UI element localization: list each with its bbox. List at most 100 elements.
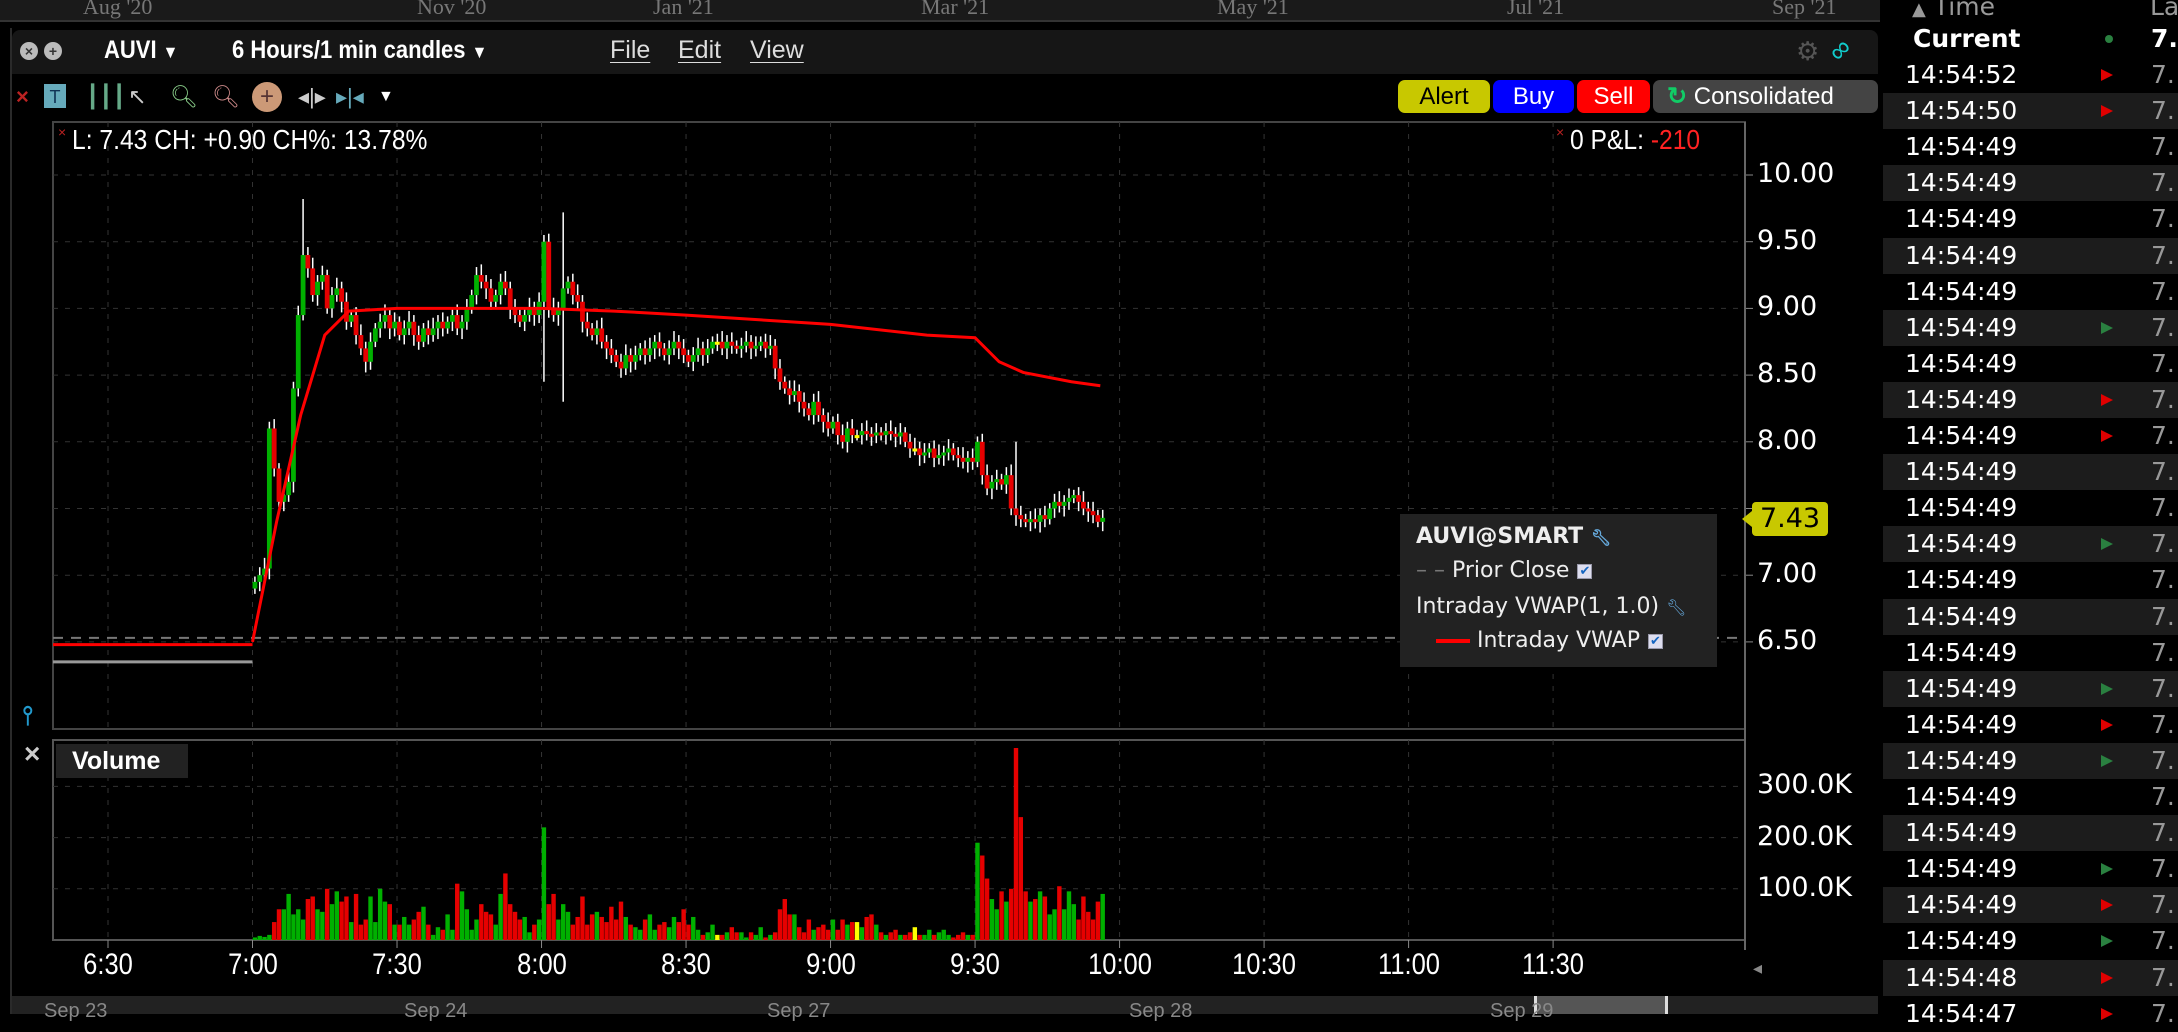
trade-last: 7. <box>2151 493 2175 523</box>
tick-up-icon <box>2101 754 2113 767</box>
tape-row: 14:54:49 7. <box>1883 165 2178 202</box>
volume-bar <box>305 899 311 940</box>
last-column-header[interactable]: La <box>2150 0 2178 21</box>
gear-icon[interactable]: ⚙ <box>1796 36 1820 66</box>
checkbox-icon[interactable]: ✔ <box>1577 563 1593 579</box>
candle-body <box>498 281 503 296</box>
candle-body <box>368 341 373 362</box>
close-info-icon[interactable]: × <box>58 124 67 140</box>
volume-bar <box>508 904 513 940</box>
trade-last: 7. <box>2151 348 2175 378</box>
symbol-selector[interactable]: AUVI ▼ <box>104 36 178 65</box>
zoom-out-icon[interactable]: 🔍︎ <box>212 84 240 109</box>
volume-bar <box>469 929 474 940</box>
candle-body <box>695 348 701 356</box>
candle-body <box>1071 495 1077 499</box>
close-pnl-icon[interactable]: × <box>1556 124 1565 140</box>
candle-body <box>1061 501 1067 506</box>
volume-bar <box>729 927 734 940</box>
candle-body <box>743 341 749 346</box>
close-window-icon[interactable]: × <box>20 42 38 60</box>
legend-vwap[interactable]: Intraday VWAP ✔ <box>1436 628 1663 653</box>
add-study-icon[interactable]: ⫯ <box>22 700 34 730</box>
candle-body <box>710 341 715 349</box>
candle-body <box>425 328 431 336</box>
prior-close-label: Prior Close <box>1452 558 1570 583</box>
menu-view[interactable]: View <box>750 36 804 64</box>
volume-bar <box>850 922 855 940</box>
time-column-header[interactable]: ▲ Time <box>1912 0 1995 21</box>
volume-bar <box>455 883 460 940</box>
candle-body <box>999 479 1004 485</box>
zoom-in-icon[interactable]: 🔍︎ <box>170 84 198 109</box>
volume-bar <box>772 932 778 940</box>
trade-time: 14:54:49 <box>1905 312 2018 342</box>
cursor-icon[interactable]: ↖ <box>128 84 147 109</box>
tape-row: 14:54:49 7. <box>1883 274 2178 310</box>
wrench-icon[interactable]: 🔧︎ <box>1590 528 1612 547</box>
trade-last: 7. <box>2151 529 2175 559</box>
split-icon[interactable]: ◂|▸ <box>298 84 326 109</box>
fit-icon[interactable]: ▸|◂ <box>336 84 364 109</box>
candle-body <box>1047 508 1053 520</box>
dropdown-icon[interactable]: ▼ <box>378 88 394 105</box>
menu-edit[interactable]: Edit <box>678 36 722 64</box>
consolidated-button[interactable]: ↻ Consolidated <box>1653 80 1878 113</box>
period-selector[interactable]: 6 Hours/1 min candles ▼ <box>232 36 487 65</box>
candle-body <box>628 355 634 362</box>
alert-button[interactable]: Alert <box>1398 80 1490 113</box>
sell-button[interactable]: Sell <box>1577 80 1650 113</box>
tick-down-icon <box>2101 69 2113 81</box>
candle-body <box>252 581 258 589</box>
legend-title[interactable]: AUVI@SMART 🔧︎ <box>1416 524 1611 549</box>
volume-bar <box>633 927 638 940</box>
volume-bar <box>700 934 706 940</box>
volume-bar <box>623 916 629 940</box>
text-icon[interactable]: T <box>44 84 66 108</box>
wrench-icon[interactable]: 🔧︎ <box>1666 598 1687 617</box>
chevron-down-icon: ▼ <box>471 42 488 62</box>
scroller-thumb[interactable] <box>1534 996 1668 1014</box>
volume-bar <box>628 924 633 940</box>
candle-body <box>560 288 566 309</box>
volume-bar <box>903 934 908 940</box>
buy-button[interactable]: Buy <box>1493 80 1574 113</box>
volume-bar <box>377 888 383 940</box>
volume-bar <box>936 932 942 940</box>
candle-body <box>493 295 499 302</box>
add-window-icon[interactable]: + <box>44 42 62 60</box>
candle-body <box>806 408 812 416</box>
legend-study[interactable]: Intraday VWAP(1, 1.0) 🔧︎ <box>1416 594 1686 619</box>
candle-body <box>994 479 1000 483</box>
time-scroller[interactable] <box>12 996 1878 1014</box>
candle-body <box>623 355 629 369</box>
candle-body <box>835 421 841 436</box>
date-range-strip[interactable] <box>0 0 1880 22</box>
checkbox-icon[interactable]: ✔ <box>1647 633 1663 649</box>
trade-time: 14:54:49 <box>1905 421 2018 450</box>
volume-bar <box>339 901 344 940</box>
scroller-date-label: Sep 27 <box>767 1000 831 1022</box>
volume-bar <box>565 911 571 940</box>
sort-up-icon: ▲ <box>1912 0 1926 20</box>
volume-bar <box>931 934 937 940</box>
close-volume-icon[interactable]: × <box>24 738 41 769</box>
trade-time: 14:54:49 <box>1905 565 2018 595</box>
tick-down-icon <box>2101 899 2113 912</box>
candle-body <box>787 388 792 396</box>
current-last: 7. <box>2151 24 2178 53</box>
bars-icon[interactable]: ┃┃┃ <box>86 84 126 109</box>
candle-body <box>671 341 677 349</box>
volume-bar <box>493 924 498 940</box>
volume-bar <box>618 901 624 940</box>
legend-prior-close[interactable]: – – Prior Close ✔ <box>1416 558 1593 583</box>
close-icon[interactable]: × <box>16 84 29 109</box>
vwap-line <box>251 306 1101 643</box>
crosshair-icon[interactable]: + <box>252 82 282 112</box>
menu-file[interactable]: File <box>610 36 651 64</box>
tape-row: 14:54:49 7. <box>1883 418 2178 454</box>
scroll-left-icon[interactable]: ◂ <box>1753 958 1763 978</box>
trade-last: 7. <box>2151 312 2175 342</box>
volume-bar <box>758 927 763 940</box>
